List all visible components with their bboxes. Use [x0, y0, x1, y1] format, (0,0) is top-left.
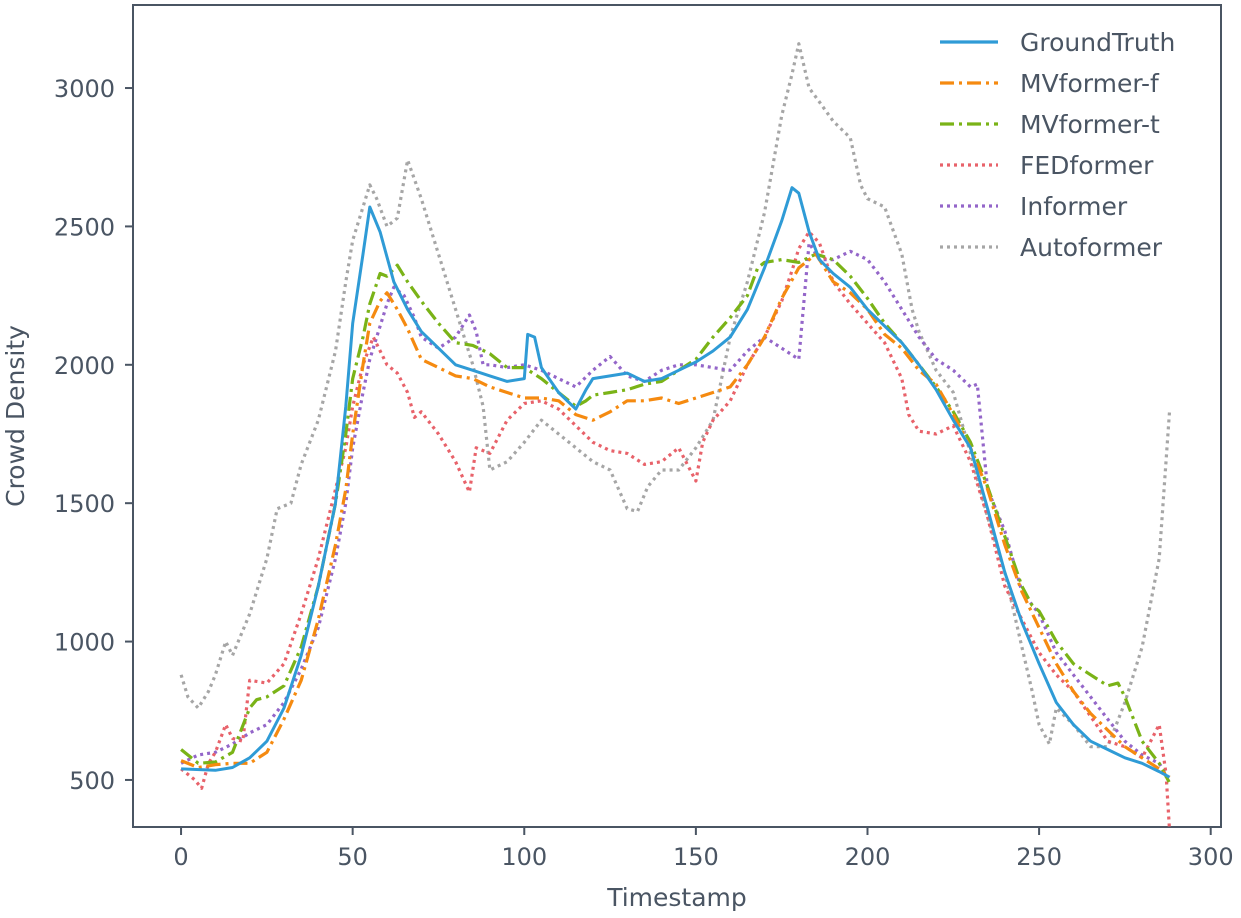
y-tick-label: 2000	[54, 352, 115, 380]
y-tick-label: 2500	[54, 213, 115, 241]
legend-label: Autoformer	[1020, 233, 1163, 262]
y-tick-label: 3000	[54, 75, 115, 103]
y-axis: 500 1000 1500 2000 2500 3000	[54, 75, 133, 795]
y-tick-label: 1500	[54, 490, 115, 518]
y-axis-title: Crowd Density	[1, 325, 30, 507]
legend-label: Informer	[1020, 192, 1128, 221]
x-tick-label: 200	[845, 843, 891, 871]
y-tick-label: 500	[69, 767, 115, 795]
x-tick-label: 300	[1188, 843, 1234, 871]
series-line-autoformer	[179, 42, 1172, 749]
x-tick-label: 50	[337, 843, 368, 871]
legend-label: FEDformer	[1020, 151, 1154, 180]
series-line-mvformer-t	[180, 252, 1171, 784]
x-tick-label: 0	[173, 843, 188, 871]
legend-label: GroundTruth	[1020, 28, 1175, 57]
x-axis-title: Timestamp	[606, 883, 747, 912]
series-line-mvformer-f	[180, 252, 1171, 779]
plot-frame	[132, 4, 1222, 828]
legend-label: MVformer-f	[1020, 69, 1160, 98]
x-tick-label: 150	[673, 843, 719, 871]
series-line-fedformer	[180, 230, 1172, 830]
x-tick-label: 100	[501, 843, 547, 871]
x-axis: 0 50 100 150 200 250 300	[173, 827, 1234, 871]
x-tick-label: 250	[1016, 843, 1062, 871]
legend: GroundTruth MVformer-f MVformer-t FEDformer…	[940, 28, 1175, 262]
series-layer	[179, 42, 1172, 830]
legend-label: MVformer-t	[1020, 110, 1160, 139]
y-tick-label: 1000	[54, 629, 115, 657]
series-line-groundtruth	[181, 186, 1171, 779]
